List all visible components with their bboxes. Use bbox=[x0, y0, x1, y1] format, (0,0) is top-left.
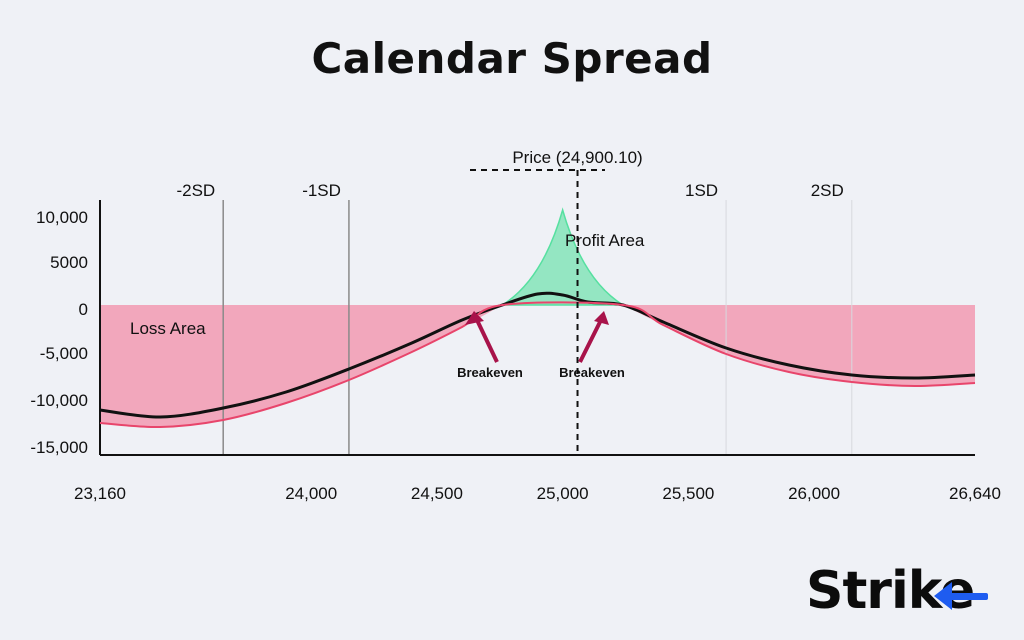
x-tick-label: 26,640 bbox=[949, 484, 1001, 503]
x-tick-label: 23,160 bbox=[74, 484, 126, 503]
y-tick-label: 5000 bbox=[50, 253, 88, 272]
breakeven-arrow-shaft bbox=[475, 319, 499, 363]
sd-lines-group bbox=[222, 200, 853, 455]
y-tick-label: 0 bbox=[79, 300, 88, 319]
annotations-group: Breakeven Breakeven bbox=[457, 311, 625, 380]
y-tick-label: 10,000 bbox=[36, 208, 88, 227]
brand-logo: Strike bbox=[806, 562, 996, 620]
labels-group: -2SD -1SD 1SD 2SD 10,000 5000 0 -5,000 -10,000 -1… bbox=[30, 148, 1001, 503]
sd-label: -1SD bbox=[302, 181, 341, 200]
loss-area-label: Loss Area bbox=[130, 319, 206, 338]
price-line-group bbox=[470, 169, 605, 455]
profit-area-group bbox=[499, 207, 626, 306]
x-tick-label: 25,500 bbox=[662, 484, 714, 503]
x-tick-label: 25,000 bbox=[537, 484, 589, 503]
series-group bbox=[99, 291, 976, 429]
expiry-curve-line bbox=[99, 301, 976, 429]
breakeven-label: Breakeven bbox=[457, 365, 523, 380]
axes-group bbox=[99, 200, 975, 456]
brand-arrow-head bbox=[934, 582, 952, 610]
sd-label: 2SD bbox=[811, 181, 844, 200]
breakeven-arrow-head bbox=[594, 311, 609, 325]
x-tick-label: 26,000 bbox=[788, 484, 840, 503]
breakeven-label: Breakeven bbox=[559, 365, 625, 380]
brand-arrow-bar bbox=[946, 593, 988, 600]
profit-area bbox=[499, 207, 626, 306]
y-tick-label: -5,000 bbox=[40, 344, 88, 363]
chart-title: Calendar Spread bbox=[311, 34, 713, 83]
sd-label: -2SD bbox=[176, 181, 215, 200]
y-tick-label: -15,000 bbox=[30, 438, 88, 457]
breakeven-arrow-shaft bbox=[578, 319, 603, 363]
current-price-label: Price (24,900.10) bbox=[512, 148, 642, 167]
loss-area-group bbox=[100, 305, 975, 428]
loss-area-right bbox=[622, 305, 975, 387]
arrow-left-icon bbox=[934, 582, 988, 610]
payoff-curve-line bbox=[99, 291, 976, 419]
sd-label: 1SD bbox=[685, 181, 718, 200]
x-tick-label: 24,500 bbox=[411, 484, 463, 503]
breakeven-arrow-head bbox=[465, 311, 484, 325]
x-tick-label: 24,000 bbox=[285, 484, 337, 503]
y-tick-label: -10,000 bbox=[30, 391, 88, 410]
loss-area-left bbox=[100, 305, 503, 428]
profit-area-label: Profit Area bbox=[565, 231, 645, 250]
